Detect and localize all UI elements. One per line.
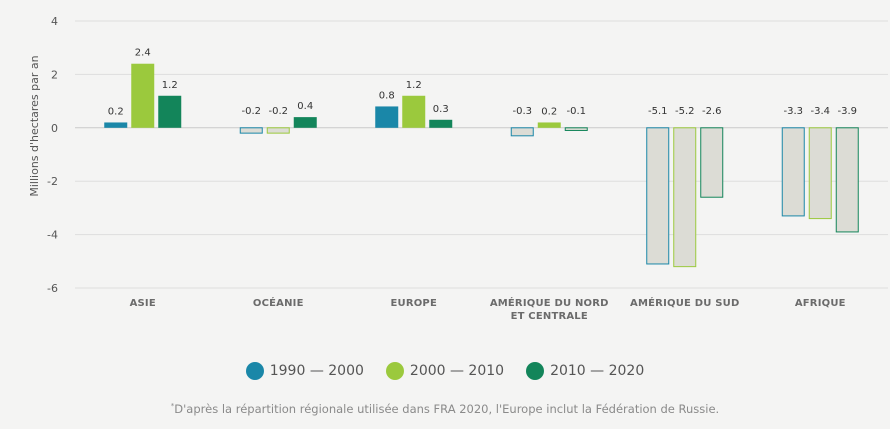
- category-label: ET CENTRALE: [511, 311, 588, 322]
- category-label: OCÉANIE: [253, 296, 304, 309]
- category-label: ASIE: [130, 298, 156, 309]
- bar: [266, 127, 290, 134]
- category-label: AMÉRIQUE DU NORD: [490, 296, 609, 309]
- bar: [781, 127, 805, 217]
- legend-swatch-2000-2010: [385, 362, 404, 380]
- y-tick-label: 0: [51, 122, 58, 135]
- data-label: -5.1: [648, 106, 668, 117]
- bar: [375, 106, 399, 128]
- bar: [673, 127, 697, 268]
- legend-label-1990-2000: 1990 — 2000: [269, 363, 364, 379]
- data-label: 0.3: [433, 104, 449, 115]
- category-label: EUROPE: [390, 298, 437, 309]
- footnote: *D'après la répartition régionale utilis…: [0, 402, 890, 416]
- bar: [700, 127, 724, 198]
- data-label: 0.2: [541, 106, 557, 117]
- category-label: AFRIQUE: [795, 298, 846, 309]
- data-label: -3.3: [783, 106, 803, 117]
- legend-label-2010-2020: 2010 — 2020: [550, 363, 645, 379]
- y-tick-label: 4: [51, 15, 58, 28]
- y-tick-label: 2: [51, 68, 58, 81]
- bar: [510, 127, 534, 137]
- legend-item-2010-2020: 2010 — 2020: [526, 362, 644, 380]
- bar-chart: 4 2 0 -2 -4 -6 Millions d'hectares par an 0.2 2.…: [28, 15, 888, 322]
- data-label: -5.2: [675, 106, 695, 117]
- data-label: -0.2: [241, 106, 261, 117]
- legend-item-1990-2000: 1990 — 2000: [245, 362, 364, 380]
- data-label: 0.8: [379, 90, 395, 101]
- data-label: -3.9: [837, 106, 857, 117]
- data-label: 1.2: [162, 80, 178, 91]
- legend-swatch-1990-2000: [245, 362, 264, 380]
- bar: [131, 63, 155, 128]
- data-label: -0.2: [268, 106, 288, 117]
- bar: [293, 117, 317, 128]
- bar: [537, 122, 561, 128]
- y-tick-label: -6: [47, 282, 58, 295]
- bar: [104, 122, 128, 128]
- legend-label-2000-2010: 2000 — 2010: [409, 363, 505, 379]
- y-axis-label: Millions d'hectares par an: [28, 55, 41, 196]
- bar: [158, 95, 182, 128]
- footnote-text: D'après la répartition régionale utilisé…: [174, 402, 720, 416]
- bar: [239, 127, 263, 134]
- bar: [429, 119, 453, 128]
- y-tick-label: -2: [47, 175, 58, 188]
- y-tick-label: -4: [47, 229, 58, 242]
- data-label: 1.2: [406, 80, 422, 91]
- legend: 1990 — 2000 2000 — 2010 2010 — 2020: [0, 362, 890, 380]
- data-label: -2.6: [702, 106, 722, 117]
- data-label: 0.4: [297, 101, 313, 112]
- data-label: -3.4: [810, 106, 830, 117]
- data-label: 0.2: [108, 106, 124, 117]
- data-label: 2.4: [135, 48, 151, 59]
- bar: [564, 127, 588, 131]
- bar: [646, 127, 670, 265]
- category-label: AMÉRIQUE DU SUD: [630, 296, 739, 309]
- data-label: -0.1: [566, 106, 586, 117]
- legend-item-2000-2010: 2000 — 2010: [385, 362, 505, 380]
- data-label: -0.3: [512, 106, 532, 117]
- bar: [402, 95, 426, 128]
- footnote-marker: *: [170, 402, 175, 411]
- bar: [835, 127, 859, 233]
- legend-swatch-2010-2020: [526, 362, 545, 380]
- bar: [808, 127, 832, 220]
